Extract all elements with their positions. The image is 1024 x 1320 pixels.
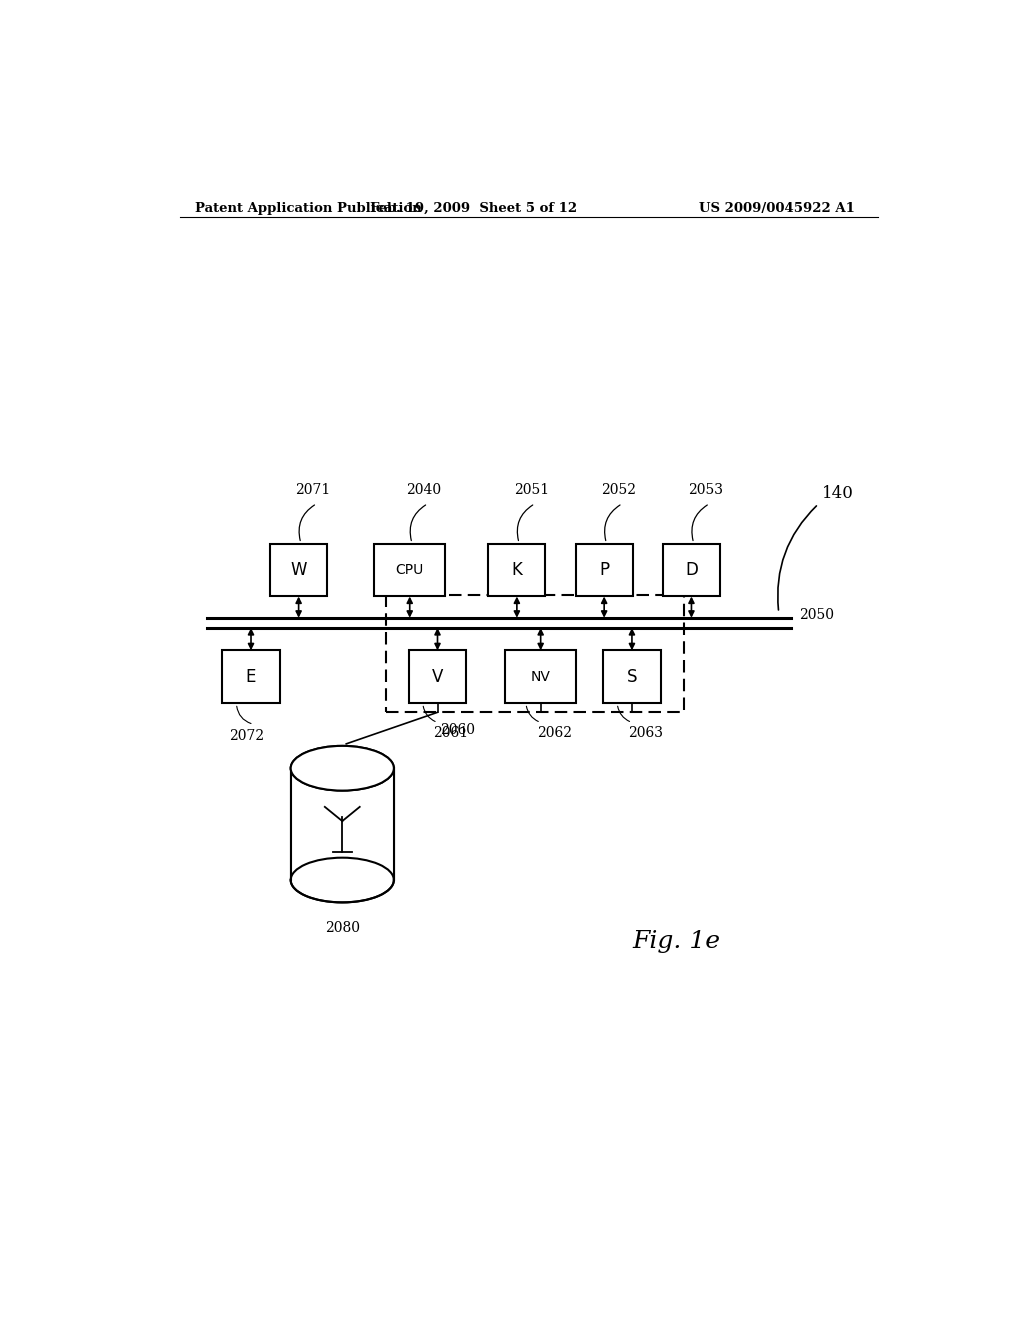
Text: Patent Application Publication: Patent Application Publication — [196, 202, 422, 215]
Ellipse shape — [291, 858, 394, 903]
Bar — [386, 595, 684, 713]
Text: 2051: 2051 — [514, 483, 549, 496]
Text: K: K — [511, 561, 522, 579]
Bar — [270, 544, 328, 597]
Text: 2080: 2080 — [325, 921, 359, 935]
Text: CPU: CPU — [395, 564, 424, 577]
Text: D: D — [685, 561, 698, 579]
Text: 2053: 2053 — [688, 483, 723, 496]
Text: 2072: 2072 — [229, 729, 264, 743]
Text: 2052: 2052 — [601, 483, 636, 496]
Ellipse shape — [291, 746, 394, 791]
Bar — [374, 544, 445, 597]
Bar — [222, 651, 280, 704]
Bar — [488, 544, 546, 597]
Text: 2060: 2060 — [440, 722, 475, 737]
Text: 140: 140 — [822, 486, 854, 503]
Bar — [575, 544, 633, 597]
Text: US 2009/0045922 A1: US 2009/0045922 A1 — [699, 202, 855, 215]
Text: V: V — [432, 668, 443, 686]
Text: 2050: 2050 — [799, 607, 834, 622]
Text: 2063: 2063 — [628, 726, 663, 739]
Text: Feb. 19, 2009  Sheet 5 of 12: Feb. 19, 2009 Sheet 5 of 12 — [370, 202, 577, 215]
Bar — [291, 768, 394, 880]
Text: W: W — [291, 561, 307, 579]
Bar — [603, 651, 660, 704]
Bar — [409, 651, 466, 704]
Text: S: S — [627, 668, 637, 686]
Bar — [505, 651, 577, 704]
Ellipse shape — [291, 746, 394, 791]
Text: Fig. 1e: Fig. 1e — [632, 929, 720, 953]
Text: 2061: 2061 — [433, 726, 469, 739]
Text: 2062: 2062 — [537, 726, 571, 739]
Text: P: P — [599, 561, 609, 579]
Text: E: E — [246, 668, 256, 686]
Text: 2040: 2040 — [407, 483, 441, 496]
Text: 2071: 2071 — [295, 483, 331, 496]
Text: NV: NV — [530, 669, 551, 684]
Bar — [663, 544, 720, 597]
